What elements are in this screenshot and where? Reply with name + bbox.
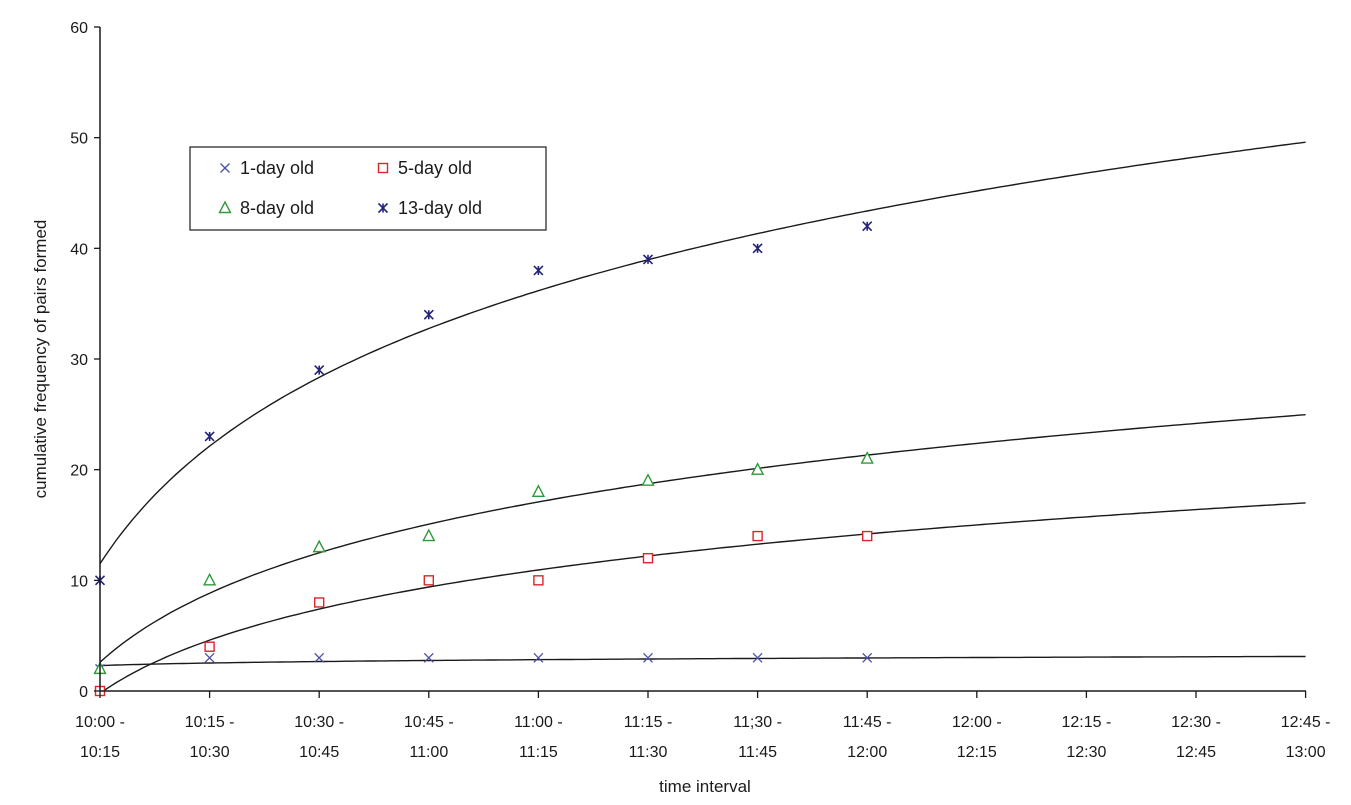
x-tick-label-line1: 12:00 - [952, 714, 1002, 731]
x-tick-label-line1: 10:15 - [185, 714, 235, 731]
point-13-day-old [204, 431, 215, 442]
y-tick-label: 20 [70, 463, 88, 480]
legend-label-8-day: 8-day old [240, 198, 314, 218]
x-tick-label-line2: 12:15 [957, 744, 997, 761]
point-5-day-old [314, 597, 325, 608]
trendline-5-day-old [99, 502, 1306, 694]
legend-label-13-day: 13-day old [398, 198, 482, 218]
legend-marker-square [377, 162, 389, 174]
x-tick-label-line1: 10:45 - [404, 714, 454, 731]
legend-marker-x [220, 163, 230, 173]
trendlines [99, 141, 1306, 694]
point-13-day-old [314, 365, 325, 376]
legend-item-5-day: 5-day old [377, 158, 472, 178]
y-tick-label: 30 [70, 352, 88, 369]
point-1-day-old [643, 652, 653, 663]
point-13-day-old [862, 221, 873, 232]
x-tick-label-line2: 13:00 [1286, 744, 1326, 761]
legend-symbol [377, 202, 389, 214]
point-13-day-old [642, 254, 654, 265]
y-tick-label: 60 [70, 20, 88, 37]
x-tick-label-line1: 11;30 - [733, 714, 782, 731]
trendline-8-day-old [99, 414, 1306, 663]
y-tick-label: 40 [70, 241, 88, 258]
x-tick-label-line1: 11:15 - [624, 714, 673, 731]
legend-symbol [220, 163, 230, 173]
y-axis-ticks: 0 10 20 30 40 50 60 [70, 20, 100, 701]
x-tick-label-line1: 10:00 - [75, 714, 125, 731]
x-tick-label-line2: 12:00 [847, 744, 887, 761]
point-8-day-old [422, 528, 436, 542]
x-tick-label-line1: 12:30 - [1171, 714, 1221, 731]
x-tick-label-line1: 10:30 - [294, 714, 344, 731]
legend-item-8-day: 8-day old [218, 198, 314, 218]
point-8-day-old [202, 572, 217, 586]
point-8-day-old [531, 484, 546, 497]
legend-label-5-day: 5-day old [398, 158, 472, 178]
x-tick-label-line2: 10:45 [299, 744, 339, 761]
y-tick-label: 0 [79, 684, 88, 701]
legend-box [189, 146, 547, 231]
x-tick-label-line1: 12:15 - [1061, 714, 1111, 731]
point-1-day-old [752, 652, 763, 663]
point-8-day-old [750, 462, 765, 475]
x-tick-label-line2: 11:30 [629, 744, 668, 761]
point-5-day-old [862, 530, 873, 542]
x-tick-label-line2: 10:30 [190, 744, 230, 761]
y-tick-label: 10 [70, 573, 88, 590]
x-tick-label-line1: 11:00 - [514, 714, 563, 731]
trendline-1-day-old [99, 655, 1306, 667]
point-13-day-old [423, 309, 434, 320]
y-axis-title: cumulative frequency of pairs formed [31, 220, 50, 499]
legend-marker-asterisk [377, 202, 389, 214]
point-5-day-old [423, 575, 434, 586]
point-1-day-old [204, 652, 215, 663]
point-8-day-old [312, 539, 326, 553]
x-tick-label-line2: 12:30 [1066, 744, 1106, 761]
data-markers [93, 221, 874, 697]
x-axis-ticks: 10:00 - 10:15 10:15 - 10:30 10:30 - 10:45 10:4… [75, 691, 1331, 761]
legend-item-13-day: 13-day old [377, 198, 482, 218]
x-tick-label-line1: 11:45 - [843, 714, 892, 731]
x-tick-label-line2: 12:45 [1176, 744, 1216, 761]
legend-label-1-day: 1-day old [240, 158, 314, 178]
x-tick-label-line2: 11:15 [519, 744, 558, 761]
point-5-day-old [752, 530, 763, 542]
point-8-day-old [860, 451, 874, 464]
x-tick-label-line2: 11:45 [738, 744, 777, 761]
legend: 1-day old 5-day old 8-day old 13-day old [189, 146, 547, 231]
legend-marker-triangle [218, 200, 232, 214]
point-5-day-old [533, 575, 544, 586]
point-13-day-old [752, 243, 763, 254]
trendline-13-day-old [99, 141, 1306, 565]
legend-item-1-day: 1-day old [220, 158, 314, 178]
point-1-day-old [423, 652, 434, 663]
x-tick-label-line2: 10:15 [80, 744, 120, 761]
point-1-day-old [533, 652, 544, 663]
legend-symbol [377, 162, 389, 174]
point-8-day-old [641, 473, 655, 486]
point-1-day-old [314, 652, 325, 663]
x-axis-title: time interval [659, 777, 751, 796]
point-13-day-old [533, 265, 544, 276]
point-5-day-old [642, 553, 654, 564]
y-tick-label: 50 [70, 131, 88, 148]
point-1-day-old [862, 652, 873, 663]
legend-symbol [218, 200, 232, 214]
point-5-day-old [204, 641, 215, 652]
x-tick-label-line1: 12:45 - [1281, 714, 1331, 731]
x-tick-label-line2: 11:00 [409, 744, 448, 761]
